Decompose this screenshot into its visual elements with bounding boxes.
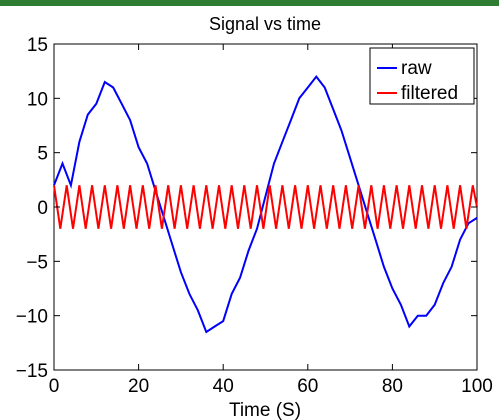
x-axis-label: Time (S) [229, 400, 301, 420]
y-tick-label-4: 5 [37, 144, 48, 165]
x-tick-label-3: 60 [297, 376, 318, 397]
x-tick-label-4: 80 [382, 376, 403, 397]
x-tick-label-0: 0 [49, 376, 60, 397]
x-tick-label-5: 100 [461, 376, 493, 397]
legend-box [369, 47, 475, 105]
x-tick-label-2: 40 [213, 376, 234, 397]
chart-title: Signal vs time [209, 14, 321, 34]
y-tick-label-6: 15 [27, 35, 48, 56]
y-tick-label-3: 0 [37, 198, 48, 219]
series-line-raw [53, 74, 478, 334]
y-tick-label-1: −10 [16, 307, 48, 328]
top-accent-bar [0, 0, 499, 6]
legend: raw filtered [369, 47, 475, 105]
legend-label-raw: raw [401, 58, 432, 79]
series-layer [53, 74, 478, 334]
y-tick-label-0: −15 [16, 361, 48, 382]
x-tick-label-1: 20 [128, 376, 149, 397]
y-tick-label-2: −5 [26, 252, 48, 273]
label-layer: 0 20 40 60 80 100 −15 −10 −5 0 5 10 15 [16, 35, 493, 397]
legend-label-filtered: filtered [401, 83, 458, 104]
series-line-filtered [53, 185, 478, 229]
y-tick-label-5: 10 [27, 89, 48, 110]
